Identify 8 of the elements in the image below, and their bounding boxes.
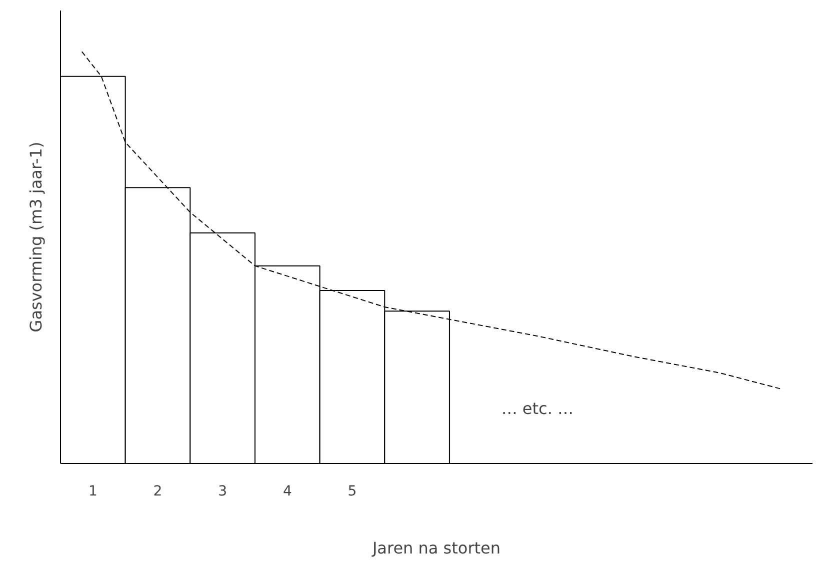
x-tick-label: 3 — [218, 484, 228, 500]
x-tick-label: 2 — [153, 484, 162, 500]
x-tick-label: 5 — [348, 484, 357, 500]
x-axis-title: Jaren na storten — [371, 538, 501, 558]
x-tick-label: 4 — [282, 484, 292, 500]
annotation: … etc. … — [501, 399, 574, 418]
x-tick-label: 1 — [88, 484, 98, 500]
y-axis-title: Gasvorming (m3 jaar-1) — [26, 142, 46, 332]
